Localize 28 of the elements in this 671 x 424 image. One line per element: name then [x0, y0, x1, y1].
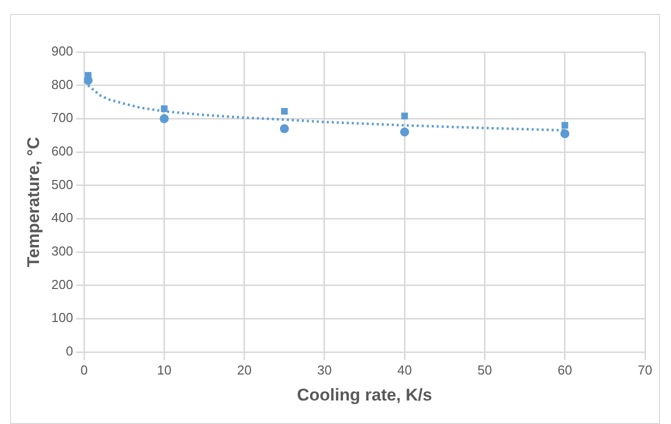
- x-tick-label: 60: [558, 362, 572, 378]
- y-tick-label: 200: [51, 276, 74, 292]
- y-tick-label: 400: [51, 210, 74, 226]
- y-tick-label: 700: [51, 110, 74, 126]
- x-tick-label: 40: [397, 362, 412, 378]
- y-tick-label: 600: [51, 144, 74, 159]
- x-tick-label: 0: [80, 362, 88, 378]
- y-axis-title: Temperature, °C: [24, 136, 43, 268]
- y-tick-label: 100: [51, 310, 74, 326]
- point: [400, 128, 410, 136]
- y-tick-label: 900: [51, 44, 74, 59]
- point: [160, 114, 169, 124]
- point: [160, 105, 168, 112]
- point: [281, 108, 288, 115]
- x-tick-label: 30: [317, 362, 332, 378]
- point: [280, 124, 289, 134]
- point: [560, 129, 570, 138]
- y-tick-label: 0: [66, 344, 74, 359]
- point: [562, 122, 568, 129]
- x-tick-label: 70: [638, 362, 652, 378]
- x-tick-label: 20: [237, 362, 252, 378]
- y-tick-label: 300: [51, 244, 74, 259]
- x-axis-title: Cooling rate, K/s: [297, 385, 432, 404]
- x-tick-label: 50: [478, 362, 492, 378]
- y-tick-label: 500: [51, 176, 74, 192]
- point: [401, 112, 408, 120]
- x-tick-label: 10: [156, 362, 172, 378]
- y-tick-label: 800: [51, 76, 74, 92]
